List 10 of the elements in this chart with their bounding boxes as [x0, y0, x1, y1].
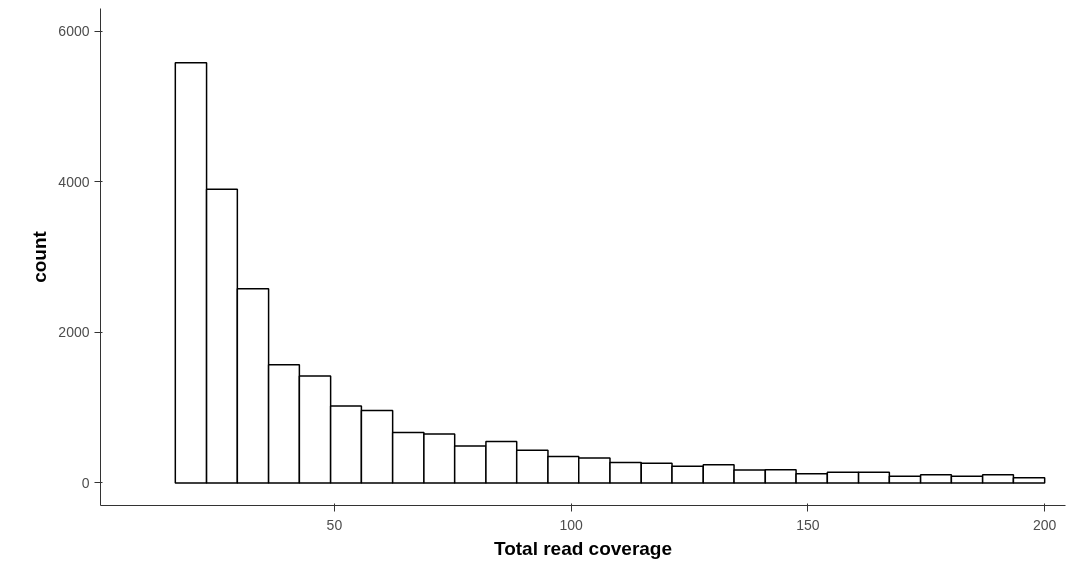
y-tick-label: 2000 — [58, 324, 90, 341]
x-tick-label: 150 — [796, 516, 820, 533]
y-tick-label: 4000 — [58, 173, 90, 190]
x-tick-label: 100 — [559, 516, 584, 533]
y-axis-title: count — [29, 230, 51, 283]
y-tick-label: 6000 — [58, 23, 90, 40]
x-axis-title: Total read coverage — [493, 537, 673, 559]
x-tick-label: 50 — [326, 516, 343, 533]
x-tick-label: 200 — [1032, 516, 1057, 533]
y-tick-label: 0 — [81, 474, 90, 491]
